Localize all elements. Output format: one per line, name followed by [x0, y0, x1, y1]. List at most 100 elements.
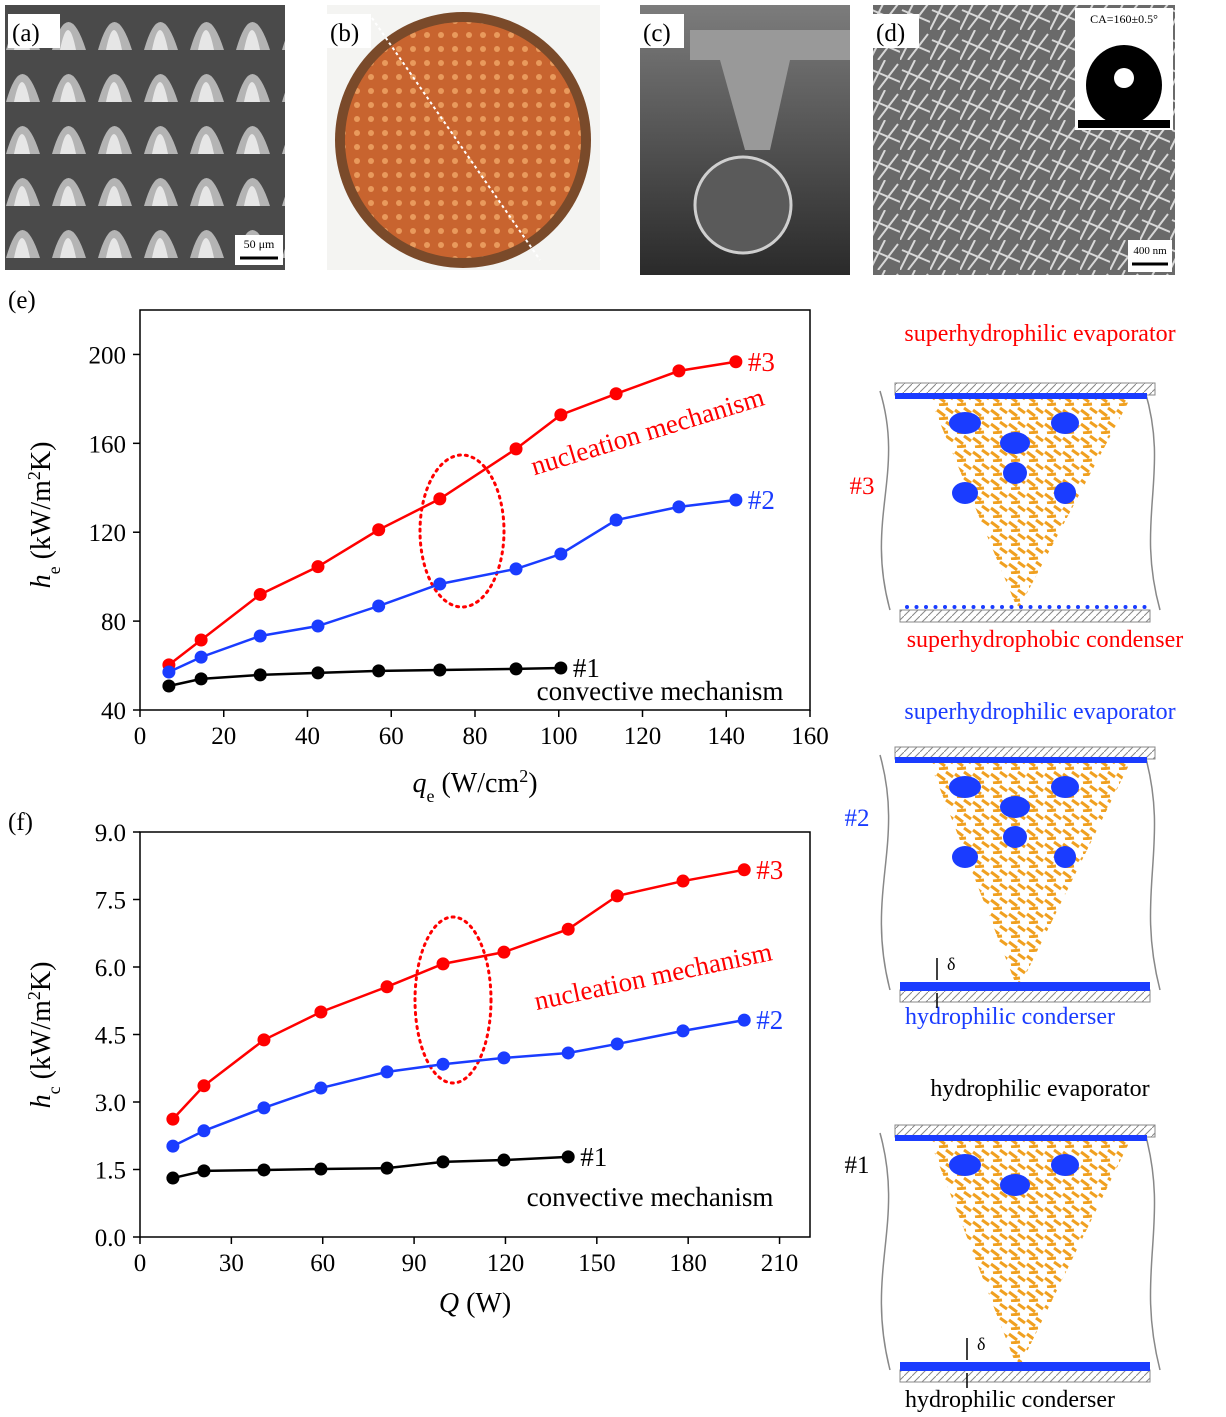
annotation: convective mechanism	[537, 676, 784, 706]
droplet	[1114, 605, 1118, 609]
x-tick-label: 100	[540, 723, 578, 750]
vapor-pocket	[1054, 482, 1076, 504]
vapor-pocket	[1003, 826, 1027, 848]
data-point	[610, 387, 623, 400]
droplet	[1095, 605, 1099, 609]
schematic-label: #1	[845, 1152, 870, 1179]
y-tick-label: 6.0	[95, 955, 126, 982]
droplet	[1076, 605, 1080, 609]
schematic-bottom: hydrophilic conderser	[905, 1387, 1115, 1413]
droplet	[1124, 605, 1128, 609]
schematic-label: #3	[850, 473, 875, 500]
series-line	[169, 500, 736, 672]
plot-frame	[140, 310, 810, 710]
data-point	[510, 562, 523, 575]
droplet	[1086, 605, 1090, 609]
drop-highlight	[1114, 68, 1134, 88]
data-point	[677, 875, 690, 888]
data-point	[554, 662, 567, 675]
series-label: #3	[756, 855, 783, 885]
vapor-pocket	[1003, 462, 1027, 484]
droplet	[972, 605, 976, 609]
schematic-title: superhydrophilic evaporator	[904, 321, 1175, 347]
droplet	[1105, 605, 1109, 609]
data-point	[562, 1046, 575, 1059]
data-point	[433, 664, 446, 677]
data-point	[311, 620, 324, 633]
data-point	[166, 1113, 179, 1126]
figure: 50 μm CA=160±0.5° 400 nm (a) (b) (c) (d)…	[0, 0, 1226, 1417]
data-point	[497, 1154, 510, 1167]
data-point	[433, 492, 446, 505]
data-point	[257, 1033, 270, 1046]
panel-label: (c)	[643, 20, 671, 47]
data-point	[197, 1164, 210, 1177]
vapor-pocket	[949, 776, 981, 798]
data-point	[437, 1155, 450, 1168]
x-tick-label: 120	[487, 1250, 525, 1277]
x-tick-label: 60	[310, 1250, 335, 1277]
data-point	[611, 889, 624, 902]
droplet	[943, 605, 947, 609]
highlight-ellipse	[415, 917, 491, 1083]
droplet	[1057, 605, 1061, 609]
data-point	[314, 1082, 327, 1095]
annotation: nucleation mechanism	[532, 936, 775, 1016]
x-tick-label: 90	[402, 1250, 427, 1277]
droplet	[905, 605, 909, 609]
channel-wall	[1145, 1133, 1160, 1370]
vapor-pocket	[952, 846, 978, 868]
droplet	[981, 605, 985, 609]
data-point	[166, 1172, 179, 1185]
data-point	[677, 1024, 690, 1037]
series-label: #1	[580, 1142, 607, 1172]
schematic-title: hydrophilic evaporator	[930, 1076, 1149, 1102]
data-point	[195, 672, 208, 685]
data-point	[372, 664, 385, 677]
data-point	[257, 1163, 270, 1176]
data-point	[311, 666, 324, 679]
data-point	[197, 1079, 210, 1092]
droplet	[924, 605, 928, 609]
droplet	[1029, 605, 1033, 609]
data-point	[254, 588, 267, 601]
film-thickness: δ	[947, 954, 955, 974]
channel-wall	[880, 1133, 890, 1370]
scale-text: 400 nm	[1133, 245, 1167, 257]
data-point	[497, 1051, 510, 1064]
y-tick-label: 80	[101, 609, 126, 636]
data-point	[497, 946, 510, 959]
series-label: #2	[748, 485, 775, 515]
series-label: #3	[748, 347, 775, 377]
droplet	[915, 605, 919, 609]
data-point	[610, 514, 623, 527]
highlight-ellipse	[420, 455, 504, 607]
vapor-pocket	[1000, 1174, 1030, 1196]
vapor-pocket	[949, 1154, 981, 1176]
data-point	[314, 1006, 327, 1019]
data-point	[372, 600, 385, 613]
panel-label: (d)	[876, 20, 905, 47]
y-tick-label: 0.0	[95, 1225, 126, 1252]
droplet	[953, 605, 957, 609]
droplet	[1038, 605, 1042, 609]
x-tick-label: 30	[219, 1250, 244, 1277]
x-tick-label: 210	[761, 1250, 799, 1277]
droplet	[934, 605, 938, 609]
x-tick-label: 150	[578, 1250, 616, 1277]
droplet	[1133, 605, 1137, 609]
vapor-pocket	[1054, 846, 1076, 868]
vapor-pocket	[952, 482, 978, 504]
data-point	[672, 500, 685, 513]
panel-label: (f)	[8, 809, 33, 836]
vapor-pocket	[1000, 796, 1030, 818]
data-point	[195, 651, 208, 664]
y-axis-title: hc (kW/m2K)	[24, 962, 64, 1109]
condensate-film	[900, 1362, 1150, 1371]
data-point	[738, 1014, 751, 1027]
y-tick-label: 1.5	[95, 1158, 126, 1185]
droplet	[1000, 605, 1004, 609]
condensate-film	[900, 982, 1150, 991]
x-axis-title: qe (W/cm2)	[412, 766, 537, 806]
condenser-wall	[900, 610, 1150, 622]
